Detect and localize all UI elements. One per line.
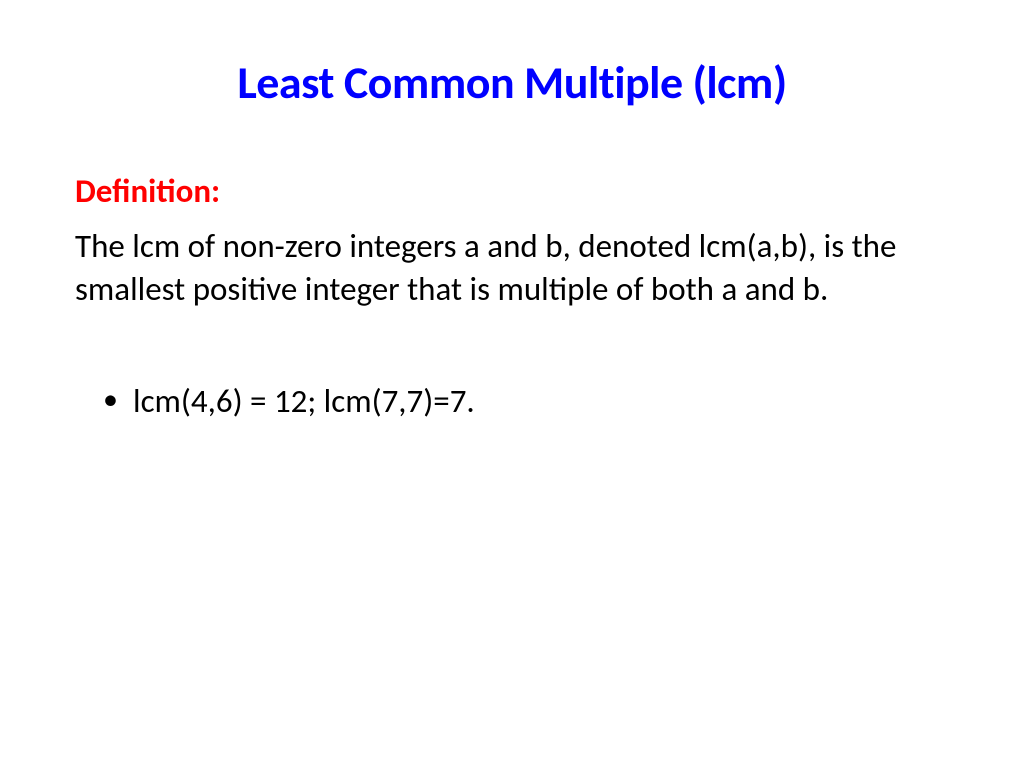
definition-label: Definition: (75, 171, 949, 211)
slide-title: Least Common Multiple (lcm) (75, 55, 949, 111)
list-item: lcm(4,6) = 12; lcm(7,7)=7. (103, 381, 949, 421)
definition-text: The lcm of non-zero integers a and b, de… (75, 225, 949, 311)
example-list: lcm(4,6) = 12; lcm(7,7)=7. (75, 381, 949, 421)
